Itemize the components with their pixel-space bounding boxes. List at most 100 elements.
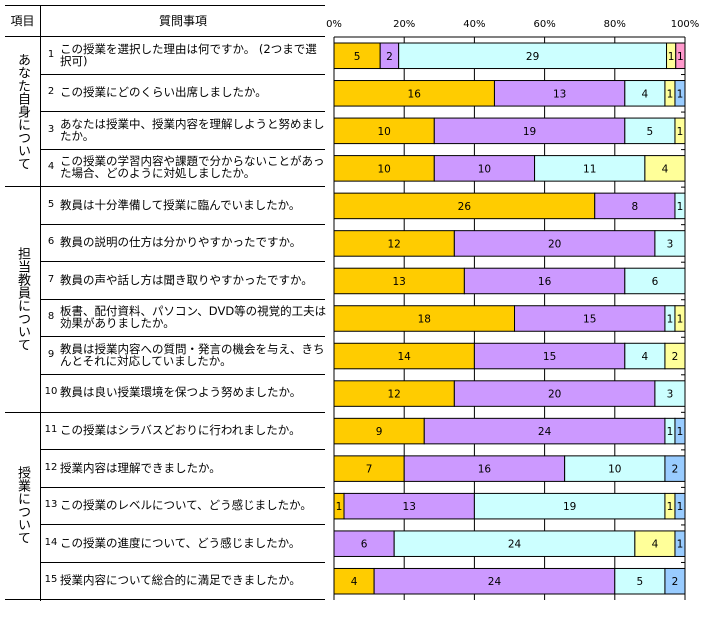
data-label: 1 <box>667 426 674 438</box>
question-row: 3 あなたは授業中、授業内容を理解しようと努めましたか。 <box>44 111 328 148</box>
question-text: 教員の説明の仕方は分かりやすかったですか。 <box>60 235 302 250</box>
data-label: 13 <box>392 276 405 288</box>
question-number: 15 <box>44 574 58 586</box>
bar-segment <box>614 567 666 595</box>
data-label: 13 <box>553 88 566 100</box>
data-label: 1 <box>336 501 343 513</box>
category-label: 担当教員について <box>15 246 30 351</box>
data-label: 13 <box>403 501 416 513</box>
question-number: 6 <box>47 236 55 248</box>
bar-segment <box>664 455 686 482</box>
question-number: 4 <box>47 161 55 173</box>
bar-segment <box>654 380 686 407</box>
question-number: 10 <box>44 386 58 398</box>
data-label: 3 <box>667 389 674 401</box>
data-label: 2 <box>672 576 679 588</box>
bar-segment <box>433 117 626 145</box>
question-row: 9 教員は授業内容への質問・発言の機会を与え、きちんとそれに対応していましたか。 <box>44 336 328 373</box>
bar-segment <box>664 342 686 370</box>
x-tick-label: 60% <box>533 19 555 30</box>
bar-segment <box>674 492 686 520</box>
table-border <box>5 5 325 6</box>
data-label: 7 <box>366 464 373 476</box>
question-text: 授業内容は理解できましたか。 <box>60 460 221 475</box>
x-tick-label: 100% <box>671 19 700 30</box>
bar-segment <box>664 567 686 595</box>
question-text: 教員は授業内容への質問・発言の機会を与え、きちんとそれに対応していましたか。 <box>60 341 325 368</box>
question-row: 12 授業内容は理解できましたか。 <box>44 449 328 486</box>
question-number: 2 <box>47 86 55 98</box>
category-label: あなた自身について <box>15 52 30 170</box>
bar-segment <box>666 42 677 70</box>
question-text: この授業にどのくらい出席しましたか。 <box>60 85 267 100</box>
bar-segment <box>664 492 676 520</box>
bar-segment <box>333 417 425 445</box>
header-question: 質問事項 <box>158 14 207 28</box>
data-label: 18 <box>418 314 431 326</box>
bar-segment <box>333 267 465 295</box>
bar-segment <box>333 492 345 520</box>
data-label: 3 <box>667 238 674 250</box>
row-divider <box>41 524 325 525</box>
bar-segment <box>463 267 626 295</box>
data-label: 5 <box>637 576 644 588</box>
row-divider <box>41 449 325 450</box>
data-label: 4 <box>351 576 358 588</box>
bar-segment <box>333 567 375 595</box>
bar-segment <box>654 230 686 257</box>
bar-segment <box>379 42 400 70</box>
bar-segment <box>674 530 686 557</box>
data-label: 1 <box>667 88 674 100</box>
data-label: 5 <box>647 126 654 138</box>
question-row: 6 教員の説明の仕方は分かりやすかったですか。 <box>44 224 328 261</box>
data-label: 6 <box>652 276 659 288</box>
bar-segment <box>674 192 686 220</box>
bar-segment <box>675 42 686 70</box>
data-label: 24 <box>488 576 502 588</box>
data-label: 4 <box>642 88 649 100</box>
section-divider <box>5 599 325 600</box>
question-text: この授業を選択した理由は何ですか。 (2つまで選択可) <box>60 41 317 68</box>
bar-segment <box>403 455 566 482</box>
data-label: 8 <box>632 201 639 213</box>
bar-segment <box>664 305 676 332</box>
data-label: 4 <box>662 163 669 175</box>
category-label: 授業について <box>15 466 30 545</box>
question-text: 板書、配付資料、パソコン、DVD等の視覚的工夫は効果がありましたか。 <box>60 304 327 331</box>
data-label: 2 <box>672 464 679 476</box>
question-number: 13 <box>44 499 58 511</box>
data-label: 1 <box>677 426 684 438</box>
data-label: 15 <box>543 351 556 363</box>
question-row: 2 この授業にどのくらい出席しましたか。 <box>44 74 328 111</box>
data-label: 24 <box>508 539 522 551</box>
data-label: 24 <box>538 426 552 438</box>
row-divider <box>41 336 325 337</box>
data-label: 6 <box>361 539 368 551</box>
question-text: この授業の進度について、どう感じましたか。 <box>60 535 301 550</box>
bar-segment <box>664 80 676 107</box>
bar-segment <box>453 230 656 257</box>
row-divider <box>41 149 325 150</box>
data-label: 16 <box>478 464 492 476</box>
question-row: 1 この授業を選択した理由は何ですか。 (2つまで選択可) <box>44 36 328 73</box>
bar-segment <box>333 455 405 482</box>
data-label: 12 <box>387 238 400 250</box>
data-label: 10 <box>377 163 390 175</box>
bar-segment <box>333 305 516 332</box>
question-text: この授業のレベルについて、どう感じましたか。 <box>60 498 312 513</box>
row-divider <box>41 299 325 300</box>
bar-segment <box>564 455 666 482</box>
question-number: 9 <box>47 348 55 360</box>
row-divider <box>41 111 325 112</box>
bar-segment <box>514 305 666 332</box>
data-label: 1 <box>677 539 684 551</box>
x-tick-label: 80% <box>604 19 626 30</box>
bar-segment <box>674 417 686 445</box>
table-divider <box>40 5 41 601</box>
question-row: 14 この授業の進度について、どう感じましたか。 <box>44 524 328 561</box>
data-label: 2 <box>672 351 679 363</box>
row-divider <box>41 562 325 563</box>
data-label: 16 <box>538 276 552 288</box>
data-label: 1 <box>677 314 684 326</box>
bar-segment <box>473 492 666 520</box>
